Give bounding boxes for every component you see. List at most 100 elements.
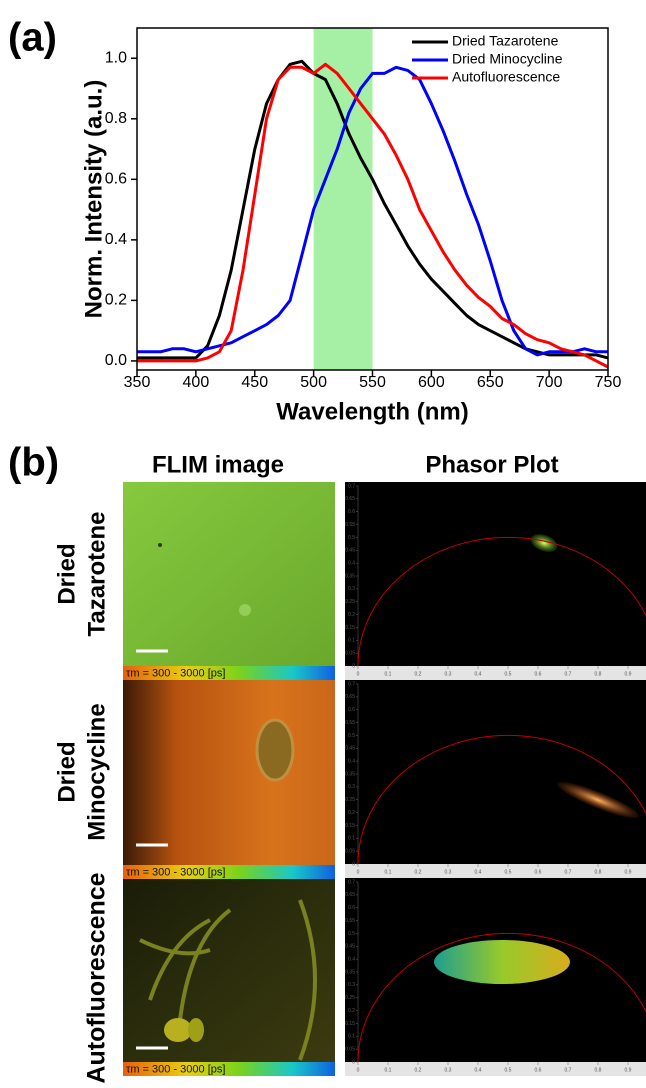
colorbar-label: τm = 300 - 3000 [ps] bbox=[126, 866, 225, 878]
column-header: FLIM image bbox=[152, 451, 284, 478]
row-label: Autofluorescence bbox=[83, 872, 111, 1083]
image-feature bbox=[239, 604, 251, 616]
universal-circle bbox=[357, 933, 646, 1063]
phasor-y-tick-label: 0.5 bbox=[348, 535, 355, 541]
phasor-x-tick-label: 0.6 bbox=[535, 1067, 542, 1073]
phasor-x-tick-label: 0.1 bbox=[385, 869, 392, 875]
phasor-y-tick-label: 0.3 bbox=[348, 586, 355, 592]
x-tick-label: 750 bbox=[595, 374, 622, 391]
phasor-x-tick-label: 0.1 bbox=[385, 1067, 392, 1073]
phasor-y-tick-label: 0.3 bbox=[348, 982, 355, 988]
phasor-cluster bbox=[557, 781, 639, 819]
image-feature bbox=[188, 1018, 204, 1042]
y-tick-label: 1.0 bbox=[105, 49, 127, 66]
phasor-y-tick-label: 0.05 bbox=[345, 848, 355, 854]
y-tick-label: 0.2 bbox=[105, 292, 127, 309]
x-tick-label: 500 bbox=[300, 374, 327, 391]
phasor-y-tick-label: 0.05 bbox=[345, 650, 355, 656]
x-tick-label: 700 bbox=[536, 374, 563, 391]
phasor-y-tick-label: 0.4 bbox=[348, 956, 355, 962]
phasor-y-tick-label: 0.15 bbox=[345, 1021, 355, 1027]
phasor-x-tick-label: 0.5 bbox=[505, 869, 512, 875]
y-tick-label: 0.6 bbox=[105, 171, 127, 188]
phasor-x-tick-label: 0.4 bbox=[475, 671, 482, 677]
phasor-x-tick-label: 0.7 bbox=[565, 671, 572, 677]
phasor-y-tick-label: 0.7 bbox=[348, 879, 355, 885]
phasor-x-tick-label: 0.5 bbox=[505, 671, 512, 677]
phasor-y-tick-label: 0 bbox=[352, 663, 355, 669]
x-tick-label: 550 bbox=[359, 374, 386, 391]
colorbar bbox=[123, 865, 335, 879]
image-feature bbox=[164, 1018, 192, 1042]
scale-bars bbox=[136, 649, 168, 1050]
phasor-x-tick-label: 0.3 bbox=[445, 671, 452, 677]
phasor-x-tick-label: 0.8 bbox=[595, 1067, 602, 1073]
phasor-y-tick-label: 0.25 bbox=[345, 599, 355, 605]
phasor-x-tick-label: 0.2 bbox=[415, 869, 422, 875]
phasor-y-tick-label: 0.5 bbox=[348, 931, 355, 937]
y-tick-label: 0.4 bbox=[105, 231, 127, 248]
y-tick-label: 0.0 bbox=[105, 352, 127, 369]
x-tick-label: 400 bbox=[183, 374, 210, 391]
x-tick-label: 450 bbox=[241, 374, 268, 391]
axes-frame bbox=[136, 27, 609, 371]
phasor-y-tick-label: 0.35 bbox=[345, 969, 355, 975]
phasor-x-tick-label: 0 bbox=[357, 869, 360, 875]
phasor-y-tick-label: 0.4 bbox=[348, 758, 355, 764]
phasor-x-tick-label: 0.2 bbox=[415, 1067, 422, 1073]
phasor-cluster bbox=[530, 534, 558, 552]
series-line bbox=[137, 65, 608, 357]
colorbar bbox=[123, 666, 335, 680]
row-label: Dried bbox=[53, 741, 80, 802]
phasor-y-tick-label: 0.35 bbox=[345, 771, 355, 777]
phasor-y-tick-label: 0 bbox=[352, 861, 355, 867]
phasor-y-tick-label: 0.15 bbox=[345, 625, 355, 631]
phasor-x-tick-label: 0.4 bbox=[475, 869, 482, 875]
colorbar-label: τm = 300 - 3000 [ps] bbox=[126, 667, 225, 679]
phasor-y-tick-label: 0.45 bbox=[345, 548, 355, 554]
panel-label: (b) bbox=[8, 441, 59, 485]
phasor-y-tick-label: 0.5 bbox=[348, 733, 355, 739]
phasor-axis-strip bbox=[345, 666, 646, 680]
phasor-y-tick-label: 0.2 bbox=[348, 612, 355, 618]
phasor-y-tick-label: 0.55 bbox=[345, 522, 355, 528]
phasor-y-tick-label: 0.7 bbox=[348, 483, 355, 489]
phasor-cluster bbox=[434, 940, 570, 984]
phasor-y-tick-label: 0.55 bbox=[345, 918, 355, 924]
phasor-y-tick-label: 0.25 bbox=[345, 797, 355, 803]
phasor-y-tick-label: 0.1 bbox=[348, 1034, 355, 1040]
phasor-x-tick-label: 0.6 bbox=[535, 671, 542, 677]
phasor-y-tick-label: 0.45 bbox=[345, 746, 355, 752]
phasor-x-tick-label: 0.8 bbox=[595, 869, 602, 875]
row-label: Dried bbox=[53, 543, 80, 604]
phasor-x-tick-label: 0.9 bbox=[625, 671, 632, 677]
phasor-y-tick-label: 0.6 bbox=[348, 707, 355, 713]
x-tick-label: 350 bbox=[124, 374, 151, 391]
legend-label: Autofluorescence bbox=[452, 69, 560, 85]
phasor-x-tick-label: 0.2 bbox=[415, 671, 422, 677]
phasor-axis-strip bbox=[345, 1062, 646, 1076]
phasor-x-tick-label: 0.3 bbox=[445, 1067, 452, 1073]
x-tick-label: 600 bbox=[418, 374, 445, 391]
flim-image bbox=[123, 680, 335, 865]
phasor-y-tick-label: 0.65 bbox=[345, 496, 355, 502]
colorbar bbox=[123, 1062, 335, 1076]
universal-circle bbox=[357, 537, 646, 667]
phasor-y-tick-label: 0.05 bbox=[345, 1046, 355, 1052]
phasor-x-tick-label: 0.1 bbox=[385, 671, 392, 677]
phasor-y-tick-label: 0.45 bbox=[345, 944, 355, 950]
legend-label: Dried Tazarotene bbox=[452, 33, 559, 49]
phasor-x-tick-label: 0.3 bbox=[445, 869, 452, 875]
phasor-y-tick-label: 0.6 bbox=[348, 509, 355, 515]
phasor-y-tick-label: 0.55 bbox=[345, 720, 355, 726]
phasor-x-tick-label: 0.4 bbox=[475, 1067, 482, 1073]
phasor-x-tick-label: 0.8 bbox=[595, 671, 602, 677]
image-feature bbox=[255, 718, 295, 782]
phasor-y-tick-label: 0.1 bbox=[348, 836, 355, 842]
panel-label: (a) bbox=[8, 16, 57, 60]
phasor-y-tick-label: 0.3 bbox=[348, 784, 355, 790]
phasor-y-tick-label: 0.65 bbox=[345, 694, 355, 700]
x-axis-label: Wavelength (nm) bbox=[276, 398, 468, 425]
phasor-x-tick-label: 0 bbox=[357, 1067, 360, 1073]
